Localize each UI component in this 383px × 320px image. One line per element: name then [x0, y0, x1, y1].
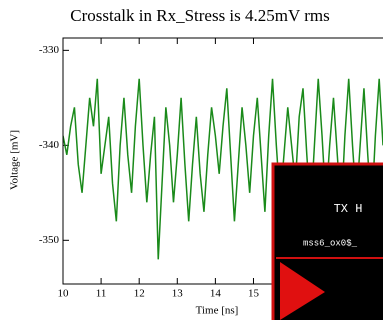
overlay-text: TX H: [334, 202, 363, 216]
x-tick-label: 10: [58, 288, 70, 300]
x-axis-label: Time [ns]: [196, 305, 239, 317]
chart: Crosstalk in Rx_Stress is 4.25mV rms Tim…: [0, 0, 383, 320]
y-axis-label: Voltage [mV]: [9, 130, 21, 190]
overlay-window: TX H mss6_ox0$_: [273, 164, 383, 320]
x-tick-label: 13: [172, 288, 184, 300]
y-tick-label: -330: [39, 44, 60, 56]
y-tick-label: -350: [39, 234, 60, 246]
x-tick-label: 11: [96, 288, 107, 300]
x-tick-label: 15: [248, 288, 260, 300]
overlay-text: mss6_ox0$_: [303, 238, 358, 248]
x-tick-label: 14: [210, 288, 222, 300]
y-tick-label: -340: [39, 139, 60, 151]
chart-title: Crosstalk in Rx_Stress is 4.25mV rms: [70, 6, 329, 25]
x-tick-label: 12: [134, 288, 145, 300]
